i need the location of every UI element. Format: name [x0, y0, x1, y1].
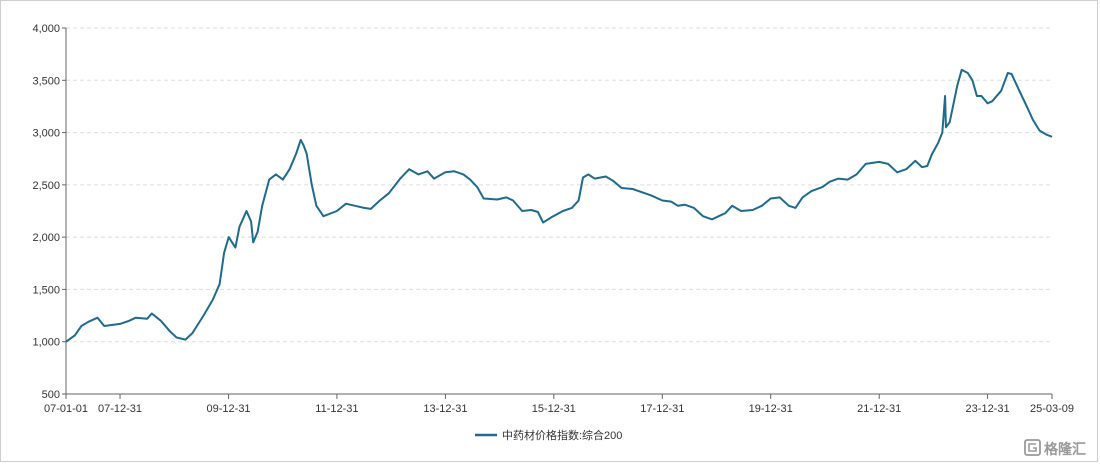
y-tick-label: 2,000: [32, 232, 60, 244]
x-tick-label: 23-12-31: [966, 403, 1010, 415]
y-tick-label: 2,500: [32, 180, 60, 192]
y-tick-label: 3,000: [32, 128, 60, 140]
x-tick-label: 13-12-31: [423, 403, 467, 415]
watermark-text: 格隆汇: [1044, 441, 1086, 457]
y-tick-label: 500: [42, 389, 60, 401]
x-tick-label: 09-12-31: [207, 403, 251, 415]
x-tick-label: 07-01-01: [44, 403, 88, 415]
watermark-logo-icon: [1024, 439, 1041, 456]
x-tick-label: 17-12-31: [640, 403, 684, 415]
y-tick-label: 1,000: [32, 337, 60, 349]
series-line: [65, 68, 1053, 343]
grid-lines: [66, 27, 1052, 343]
x-tick-label: 07-12-31: [98, 403, 142, 415]
x-tick-label: 11-12-31: [315, 403, 358, 415]
y-axis: 500 1,000 1,500 2,000 2,500 3,000 3,500 4,000: [32, 23, 67, 401]
x-tick-label: 15-12-31: [532, 403, 576, 415]
x-tick-label: 19-12-31: [749, 403, 793, 415]
series-layer: [65, 68, 1053, 343]
legend[interactable]: 中药材价格指数:综合200: [475, 428, 622, 442]
watermark: 格隆汇: [1024, 439, 1086, 457]
y-tick-label: 4,000: [32, 23, 60, 35]
x-axis: 07-01-01 07-12-31 09-12-31 11-12-31 13-12-31…: [44, 393, 1074, 415]
x-tick-label: 21-12-31: [857, 403, 901, 415]
y-tick-label: 1,500: [32, 284, 60, 296]
y-tick-label: 3,500: [32, 75, 60, 87]
legend-label: 中药材价格指数:综合200: [502, 428, 622, 442]
x-tick-label: 25-03-09: [1030, 403, 1074, 415]
